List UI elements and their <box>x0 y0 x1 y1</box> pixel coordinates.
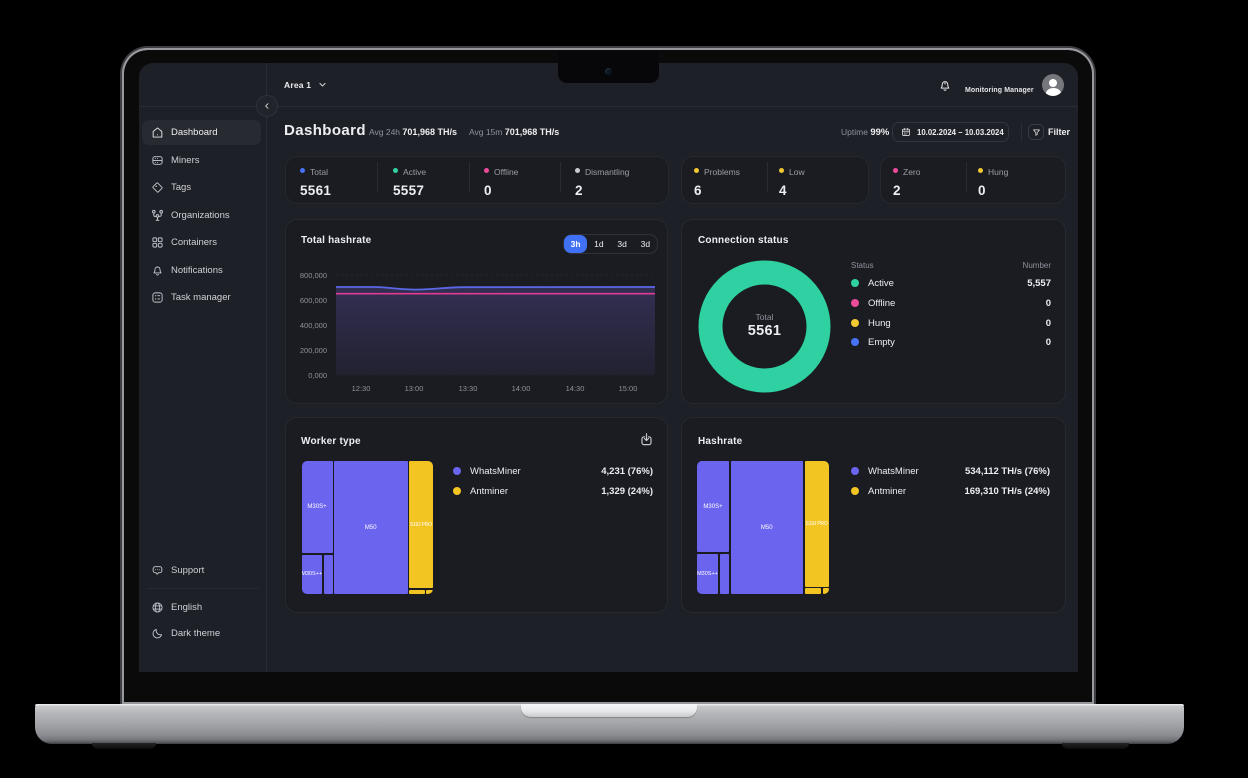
svg-text:200,000: 200,000 <box>300 346 327 355</box>
svg-text:13:30: 13:30 <box>459 384 478 393</box>
svg-text:600,000: 600,000 <box>300 296 327 305</box>
svg-text:14:00: 14:00 <box>512 384 531 393</box>
svg-text:0,000: 0,000 <box>308 371 327 380</box>
svg-text:400,000: 400,000 <box>300 321 327 330</box>
svg-text:15:00: 15:00 <box>619 384 638 393</box>
svg-text:14:30: 14:30 <box>566 384 585 393</box>
svg-text:800,000: 800,000 <box>300 271 327 280</box>
svg-text:13:00: 13:00 <box>405 384 424 393</box>
svg-text:12:30: 12:30 <box>352 384 371 393</box>
